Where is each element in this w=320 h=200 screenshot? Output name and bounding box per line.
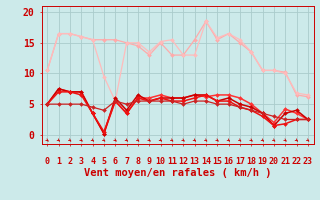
X-axis label: Vent moyen/en rafales ( km/h ): Vent moyen/en rafales ( km/h ) [84, 168, 271, 178]
